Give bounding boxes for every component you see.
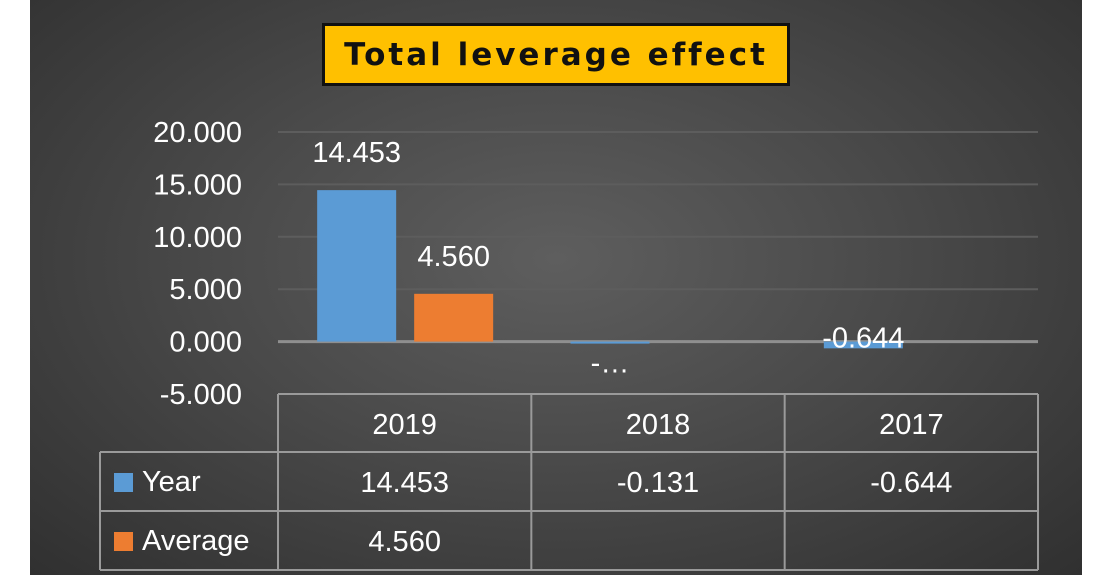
chart-title-box: Total leverage effect [322, 23, 790, 86]
y-tick-label: -5.000 [160, 379, 242, 411]
data-label-year: -0.644 [822, 322, 904, 354]
chart-area: Total leverage effect 20.000 15.000 10.000… [30, 0, 1082, 575]
category-label: 2017 [879, 409, 944, 441]
chart-plot: 20.000 15.000 10.000 5.000 0.000 -5.000 14.453… [99, 117, 1039, 571]
bar-year [823, 341, 903, 349]
y-tick-label: 20.000 [153, 117, 242, 149]
table-cell: 4.560 [368, 526, 441, 558]
legend-label-average: Average [142, 525, 250, 557]
legend-label-year: Year [142, 466, 201, 498]
y-tick-label: 0.000 [169, 327, 242, 359]
legend-key-average [114, 532, 133, 551]
y-tick-label: 5.000 [169, 274, 242, 306]
bar-year [317, 190, 397, 342]
data-label-year: -… [591, 348, 630, 380]
y-tick-label: 10.000 [153, 222, 242, 254]
table-cell: -0.644 [870, 467, 952, 499]
data-label-year: 14.453 [312, 137, 401, 169]
bar-year [570, 341, 650, 344]
y-tick-label: 15.000 [153, 169, 242, 201]
table-cell: -0.131 [617, 467, 699, 499]
category-label: 2018 [626, 409, 691, 441]
bar-average [414, 293, 494, 342]
category-label: 2019 [372, 409, 437, 441]
chart-title: Total leverage effect [344, 36, 768, 73]
legend-key-year [114, 473, 133, 492]
table-cell: 14.453 [360, 467, 449, 499]
data-label-average: 4.560 [417, 241, 490, 273]
